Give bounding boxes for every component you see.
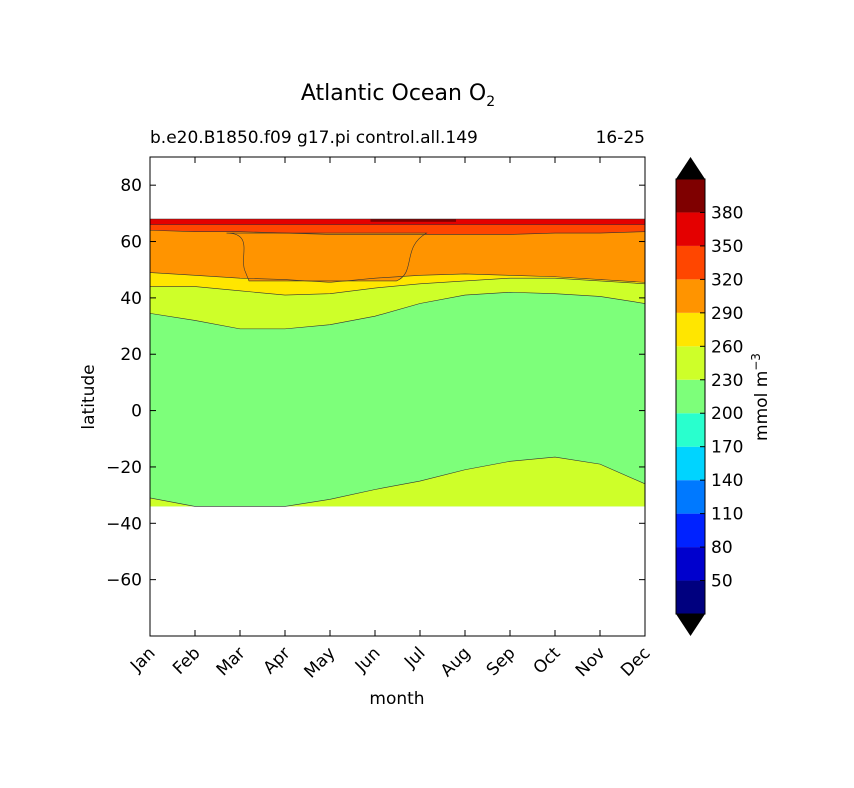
y-tick-label: −40: [106, 514, 142, 534]
colorbar-band: [676, 245, 705, 280]
x-tick-label: Apr: [260, 643, 295, 678]
contour-line-320: [150, 229, 645, 235]
colorbar-band: [676, 279, 705, 313]
contour-line-290: [150, 272, 645, 283]
x-tick-label: Jan: [126, 643, 159, 676]
colorbar-band: [676, 212, 705, 246]
colorbar-label: mmol m−3: [749, 353, 772, 441]
y-tick-label: −60: [106, 571, 142, 591]
colorbar-tick-label: 200: [711, 404, 743, 424]
x-tick-label: Dec: [617, 643, 654, 680]
title-subscript: 2: [486, 94, 495, 110]
colorbar-band: [676, 513, 705, 548]
colorbar: 50 80 110 140 170 200 230 260 290 320 350 380: [675, 157, 743, 636]
y-tick-label: 40: [120, 289, 142, 309]
y-axis: 80 60 40 20 0 −20 −40 −60: [106, 176, 645, 591]
colorbar-band: [676, 346, 705, 380]
x-tick-label: Aug: [437, 643, 475, 681]
colorbar-band: [676, 179, 705, 213]
colorbar-tick-label: 50: [711, 572, 733, 592]
contour-line-200: [150, 291, 645, 330]
colorbar-tick-label: 80: [711, 538, 733, 558]
plot-frame: [149, 156, 646, 637]
colorbar-tick-label: 110: [711, 505, 743, 525]
x-tick-label: Nov: [572, 643, 610, 681]
chart-subtitle-right: 16-25: [596, 128, 645, 148]
colorbar-tick-label: 230: [711, 371, 743, 391]
contour-line-260: [150, 277, 645, 296]
colorbar-extend-low: [676, 614, 705, 636]
x-axis-label: month: [369, 689, 424, 709]
x-tick-label: Oct: [530, 643, 565, 678]
y-tick-label: 80: [120, 176, 142, 196]
y-tick-label: 0: [131, 402, 142, 422]
colorbar-tick-label: 290: [711, 304, 743, 324]
x-tick-label: Jul: [400, 643, 429, 672]
peak-region: [370, 218, 456, 222]
colorbar-frame: [675, 178, 706, 615]
contour-lines: [150, 218, 645, 507]
colorbar-tick-label: 320: [711, 270, 743, 290]
contour-fills: [150, 218, 645, 507]
x-tick-label: Feb: [169, 643, 204, 678]
colorbar-label-superscript: −3: [749, 353, 763, 371]
y-tick-label: −20: [106, 458, 142, 478]
x-tick-label: May: [301, 643, 340, 682]
colorbar-band: [676, 480, 705, 514]
colorbar-band: [676, 413, 705, 447]
band-230-260-south: [150, 457, 645, 507]
x-tick-label: Sep: [483, 643, 520, 680]
y-axis-label: latitude: [79, 364, 99, 429]
x-tick-label: Jun: [351, 643, 385, 677]
colorbar-band: [676, 547, 705, 581]
y-tick-label: 20: [120, 345, 142, 365]
colorbar-band: [676, 446, 705, 481]
colorbar-band: [676, 379, 705, 414]
colorbar-tick-label: 380: [711, 203, 743, 223]
colorbar-band: [676, 580, 705, 614]
contour-line-230: [150, 456, 645, 507]
colorbar-tick-label: 170: [711, 438, 743, 458]
chart-subtitle-left: b.e20.B1850.f09 g17.pi control.all.149: [150, 128, 478, 148]
colorbar-tick-label: 350: [711, 237, 743, 257]
colorbar-band: [676, 312, 705, 347]
oxygen-maximum-region: [226, 232, 428, 282]
y-tick-label: 60: [120, 233, 142, 253]
colorbar-tick-label: 260: [711, 337, 743, 357]
chart-title: Atlantic Ocean O2: [301, 81, 495, 110]
x-tick-label: Mar: [213, 643, 250, 680]
colorbar-extend-high: [676, 157, 705, 179]
colorbar-tick-label: 140: [711, 471, 743, 491]
